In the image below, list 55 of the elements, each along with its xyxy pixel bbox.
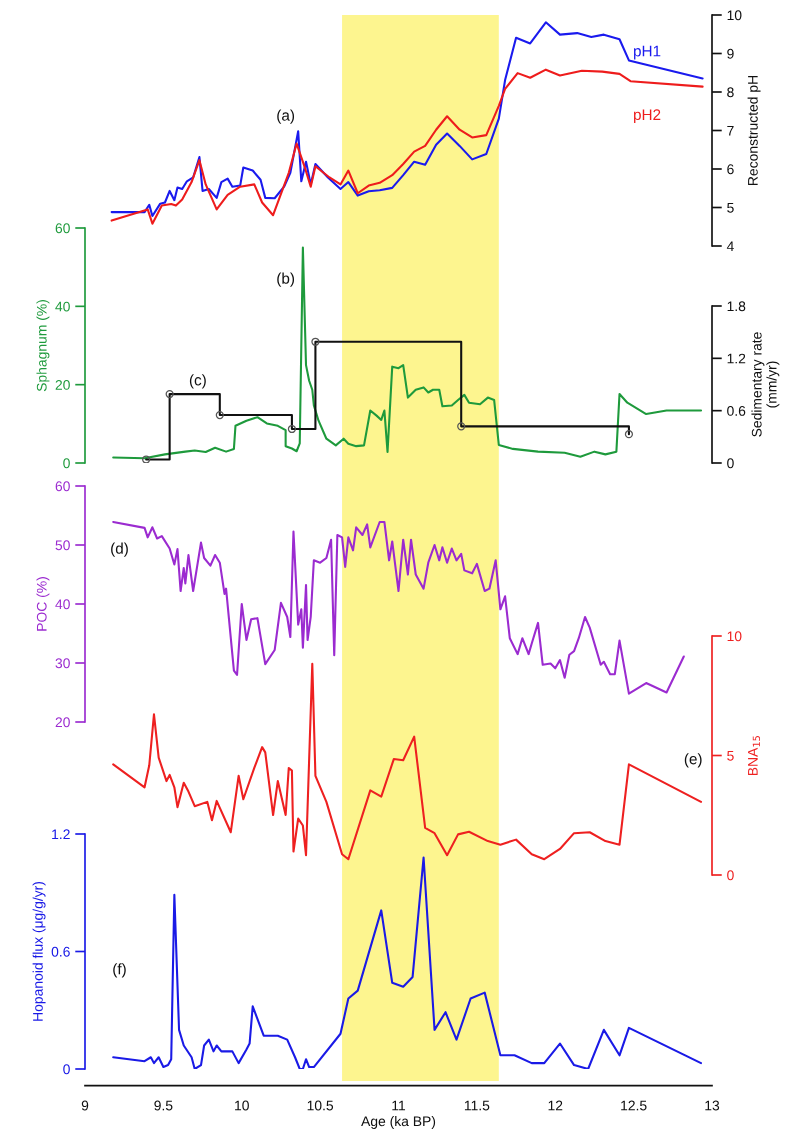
- y2-axis-title: Sedimentary rate (mm/yr): [751, 332, 780, 437]
- y-tick-label: 50: [55, 540, 70, 551]
- line-series: [112, 520, 685, 695]
- line-series: [110, 68, 704, 225]
- x-tick-label: 9: [81, 1100, 89, 1111]
- line-series: [110, 21, 704, 218]
- y-tick-label: 60: [55, 481, 70, 492]
- y2-tick-label: 1.8: [727, 301, 746, 312]
- y2-tick-label: 5: [727, 202, 734, 213]
- y2-tick-label: 6: [727, 164, 734, 175]
- y2-tick-label: 7: [727, 125, 734, 136]
- y2-tick-label: 0.6: [727, 406, 746, 416]
- x-tick-label: 11: [392, 1100, 406, 1111]
- x-tick-label: 11.5: [464, 1100, 490, 1111]
- y2-axis-title: BNA$_{15}$: [748, 736, 761, 776]
- y-tick-label: 60: [55, 223, 70, 234]
- y2-tick-label: 10: [727, 10, 742, 21]
- annotation: (b): [277, 272, 295, 287]
- y-axis-title: Sphagnum (%): [36, 300, 50, 392]
- x-axis-title: Age (ka BP): [361, 1115, 436, 1129]
- x-tick-label: 10.5: [307, 1100, 334, 1111]
- y2-tick-label: 4: [726, 241, 734, 252]
- annotation: (e): [684, 753, 702, 768]
- x-tick-label: 12: [548, 1100, 563, 1111]
- series-label: pH1: [634, 45, 661, 60]
- y-tick-label: 30: [55, 658, 70, 669]
- line-series: [112, 662, 703, 861]
- y-tick-label: 0: [63, 1064, 70, 1075]
- y2-axis-title: Reconstructed pH: [747, 76, 761, 185]
- x-tick-label: 10: [235, 1100, 249, 1111]
- y-axis-title: Hopanoid flux (μg/g/yr): [32, 881, 46, 1021]
- y2-tick-label: 10: [727, 631, 742, 642]
- x-tick-label: 9.5: [154, 1100, 173, 1111]
- annotation: (a): [277, 109, 295, 124]
- y-tick-label: 40: [55, 301, 70, 312]
- y2-tick-label: 8: [727, 87, 734, 98]
- y-tick-label: 0.6: [51, 946, 70, 957]
- y2-tick-label: 9: [727, 48, 734, 59]
- x-tick-label: 12.5: [621, 1100, 647, 1111]
- y-tick-label: 0: [63, 458, 70, 469]
- line-series: [112, 856, 703, 1069]
- y2-tick-label: 0: [727, 458, 734, 469]
- y-tick-label: 40: [55, 599, 70, 610]
- y-tick-label: 20: [55, 717, 70, 728]
- y-tick-label: 1.2: [52, 829, 70, 840]
- x-tick-label: 13: [705, 1100, 720, 1111]
- y2-tick-label: 5: [727, 750, 734, 761]
- annotation: (d): [111, 542, 128, 557]
- annotation: (f): [113, 963, 126, 978]
- annotation: (c): [189, 374, 206, 389]
- y-tick-label: 20: [55, 380, 70, 390]
- series-label: pH2: [634, 109, 661, 124]
- y-axis-title: POC (%): [36, 577, 50, 631]
- y2-tick-label: 0: [727, 870, 734, 881]
- y2-tick-label: 1.2: [727, 353, 746, 364]
